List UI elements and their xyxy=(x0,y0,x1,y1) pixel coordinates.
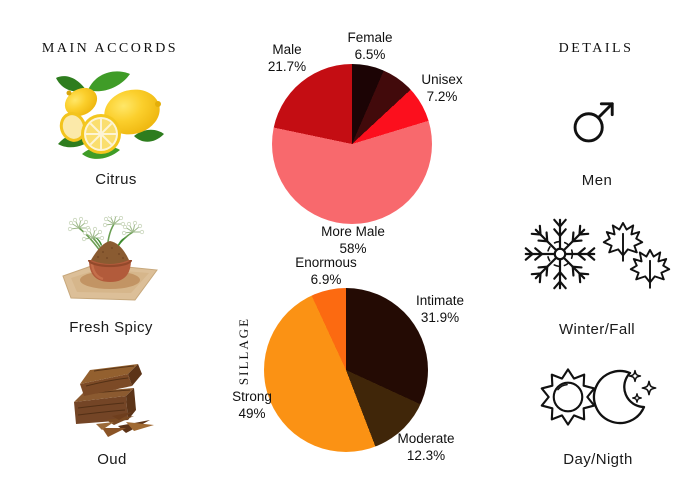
oud-image xyxy=(74,364,154,437)
maple-leaf-icon xyxy=(629,249,671,289)
sillage-pie-chart xyxy=(264,288,428,452)
citrus-image xyxy=(56,71,164,159)
pie-label-strong: Strong 49% xyxy=(232,389,272,421)
main-accords-header: MAIN ACCORDS xyxy=(41,41,179,56)
accord-label-oud: Oud xyxy=(97,451,127,468)
moon-icon xyxy=(592,369,657,425)
pie-label-unisex: Unisex 7.2% xyxy=(421,72,463,104)
pie-label-enormous: Enormous 6.9% xyxy=(295,255,357,287)
mars-icon xyxy=(573,102,614,143)
pie-label-male: Male 21.7% xyxy=(267,42,307,74)
pie-label-female: Female 6.5% xyxy=(347,30,393,62)
details-header: DETAILS xyxy=(558,41,634,56)
winter-fall-icons xyxy=(524,218,671,290)
gender-pie-chart xyxy=(272,64,432,224)
snowflake-icon xyxy=(524,218,596,290)
day-night-icons xyxy=(540,368,657,426)
maple-leaf-icon xyxy=(602,222,644,262)
detail-label-winter-fall: Winter/Fall xyxy=(558,321,636,338)
pie-label-more-male: More Male 58% xyxy=(321,224,385,256)
accord-label-fresh-spicy: Fresh Spicy xyxy=(69,319,153,336)
pie-label-intimate: Intimate 31.9% xyxy=(415,293,465,325)
accord-label-citrus: Citrus xyxy=(95,171,137,188)
sillage-axis-label: SILLAGE xyxy=(236,316,251,386)
pie-label-moderate: Moderate 12.3% xyxy=(397,431,455,463)
detail-label-men: Men xyxy=(581,172,613,189)
fresh-spicy-image xyxy=(62,216,158,301)
detail-label-day-night: Day/Nigth xyxy=(563,451,633,468)
sun-icon xyxy=(540,368,596,426)
